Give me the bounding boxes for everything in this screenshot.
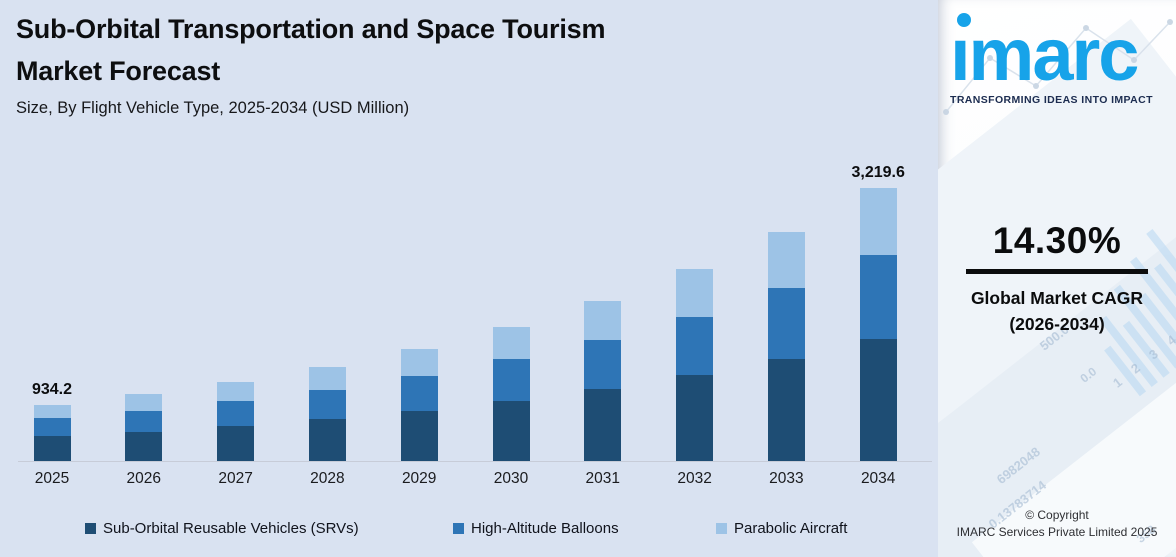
- bar-segment-2034: [859, 338, 897, 461]
- legend-swatch-icon: [85, 523, 96, 534]
- legend-swatch-icon: [453, 523, 464, 534]
- page-title: Sub-Orbital Transportation and Space Tou…: [16, 8, 916, 92]
- bar-segment-2026: [125, 431, 163, 461]
- x-axis-label: 2034: [860, 470, 896, 487]
- chart-subtitle: Size, By Flight Vehicle Type, 2025-2034 …: [16, 99, 410, 117]
- bar-segment-2032: [676, 375, 714, 461]
- x-axis-label: 2031: [585, 470, 621, 487]
- imarc-logo-text: ımarc: [950, 13, 1139, 96]
- cagr-label-line2: (2026-2034): [1009, 314, 1105, 334]
- bar-segment-2033: [767, 231, 805, 288]
- bar-segment-2033: [767, 359, 805, 461]
- bar-segment-2030: [492, 359, 530, 401]
- bar-segment-2025: [33, 405, 71, 419]
- bar-segment-2031: [584, 340, 622, 389]
- title-line1: Sub-Orbital Transportation and Space Tou…: [16, 14, 606, 44]
- x-axis-label: 2026: [126, 470, 162, 487]
- bar-segment-2026: [125, 394, 163, 411]
- bar-segment-2034: [859, 255, 897, 339]
- bar-segment-2029: [400, 410, 438, 461]
- x-axis-label: 2025: [34, 470, 70, 487]
- bar-total-label-2025: 934.2: [31, 381, 73, 399]
- bar-segment-2028: [308, 366, 346, 391]
- bar-segment-2025: [33, 418, 71, 436]
- bar-segment-2032: [676, 268, 714, 317]
- legend-label: High-Altitude Balloons: [471, 520, 619, 537]
- bar-segment-2030: [492, 326, 530, 359]
- copyright: © Copyright IMARC Services Private Limit…: [938, 507, 1176, 541]
- cagr-underline: [966, 269, 1148, 274]
- stacked-bar-plot: 934.2 3,219.6: [18, 164, 932, 461]
- imarc-tagline: TRANSFORMING IDEAS INTO IMPACT: [950, 94, 1153, 106]
- copyright-line2: IMARC Services Private Limited 2025: [956, 525, 1158, 539]
- legend-item: Parabolic Aircraft: [716, 520, 847, 537]
- bar-segment-2028: [308, 418, 346, 461]
- header: Sub-Orbital Transportation and Space Tou…: [16, 8, 916, 118]
- cagr-block: 14.30% Global Market CAGR (2026-2034): [938, 220, 1176, 337]
- bar-segment-2027: [217, 426, 255, 461]
- legend-label: Sub-Orbital Reusable Vehicles (SRVs): [103, 520, 359, 537]
- cagr-label-line1: Global Market CAGR: [970, 288, 1144, 308]
- x-axis-label: 2030: [493, 470, 529, 487]
- x-axis-label: 2027: [218, 470, 253, 487]
- x-axis-label: 2033: [769, 470, 804, 487]
- bar-segment-2029: [400, 349, 438, 376]
- bar-total-label-2034: 3,219.6: [851, 164, 905, 182]
- bar-segment-2025: [33, 436, 71, 461]
- bar-segment-2029: [400, 376, 438, 411]
- legend-label: Parabolic Aircraft: [734, 520, 848, 537]
- x-axis-label: 2029: [401, 470, 437, 487]
- title-line2: Market Forecast: [16, 56, 221, 86]
- bar-segment-2032: [676, 316, 714, 376]
- copyright-line1: © Copyright: [1025, 508, 1089, 522]
- bar-segment-2031: [584, 301, 622, 340]
- brand-panel: 500.0 0.0 1 2 3 4 6982048 0.13783714 358 ımar…: [938, 0, 1176, 557]
- x-axis-label: 2032: [677, 470, 712, 487]
- x-axis-label: 2028: [310, 470, 345, 487]
- imarc-logo: ımarc TRANSFORMING IDEAS INTO IMPACT: [950, 0, 1176, 106]
- legend-swatch-icon: [716, 523, 727, 534]
- legend-item: Sub-Orbital Reusable Vehicles (SRVs): [85, 520, 359, 537]
- cagr-value: 14.30%: [992, 220, 1122, 261]
- imarc-logo-dot: [957, 13, 971, 27]
- bar-segment-2031: [584, 388, 622, 461]
- bar-segment-2030: [492, 400, 530, 461]
- bar-segment-2028: [308, 390, 346, 419]
- bar-segment-2033: [767, 287, 805, 360]
- bar-segment-2026: [125, 410, 163, 432]
- bar-segment-2027: [217, 381, 255, 401]
- x-axis-line: [18, 461, 932, 462]
- bar-segment-2027: [217, 401, 255, 427]
- legend-item: High-Altitude Balloons: [453, 520, 619, 537]
- bar-segment-2034: [859, 188, 897, 256]
- network-lines-decoration: [943, 19, 1173, 115]
